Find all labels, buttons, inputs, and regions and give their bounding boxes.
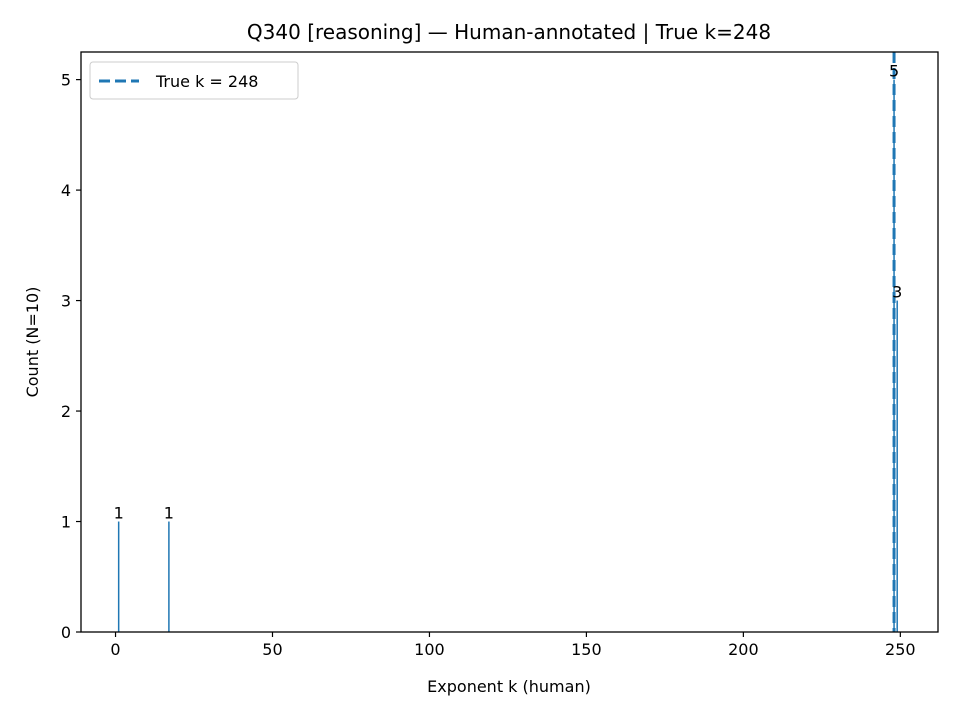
bar-value-label: 5 xyxy=(889,62,899,81)
y-axis: 0 1 2 3 4 5 xyxy=(61,71,81,642)
x-tick-label: 200 xyxy=(728,640,759,659)
x-tick-label: 50 xyxy=(262,640,282,659)
x-axis: 0 50 100 150 200 250 xyxy=(110,632,916,659)
plot-frame xyxy=(80,51,939,633)
x-axis-label: Exponent k (human) xyxy=(427,677,591,696)
y-axis-label: Count (N=10) xyxy=(23,287,42,398)
legend-label: True k = 248 xyxy=(155,72,258,91)
bar-value-label: 3 xyxy=(892,283,902,302)
x-tick-label: 100 xyxy=(414,640,445,659)
chart-title: Q340 [reasoning] — Human-annotated | Tru… xyxy=(247,20,771,44)
y-tick-label: 4 xyxy=(61,181,71,200)
bar xyxy=(896,300,898,632)
y-tick-label: 2 xyxy=(61,402,71,421)
legend-box xyxy=(89,61,299,100)
y-tick-label: 5 xyxy=(61,71,71,90)
y-tick-label: 1 xyxy=(61,513,71,532)
y-tick-label: 3 xyxy=(61,292,71,311)
bar xyxy=(117,521,120,632)
plot-area: 1 1 5 3 xyxy=(114,52,902,633)
y-tick-label: 0 xyxy=(61,623,71,642)
x-tick-label: 0 xyxy=(110,640,120,659)
x-tick-label: 250 xyxy=(885,640,916,659)
bar xyxy=(893,79,895,633)
legend: True k = 248 xyxy=(89,61,299,100)
bar-value-label: 1 xyxy=(114,504,124,523)
bar-value-label: 1 xyxy=(164,504,174,523)
bar xyxy=(168,521,170,632)
x-tick-label: 150 xyxy=(571,640,602,659)
